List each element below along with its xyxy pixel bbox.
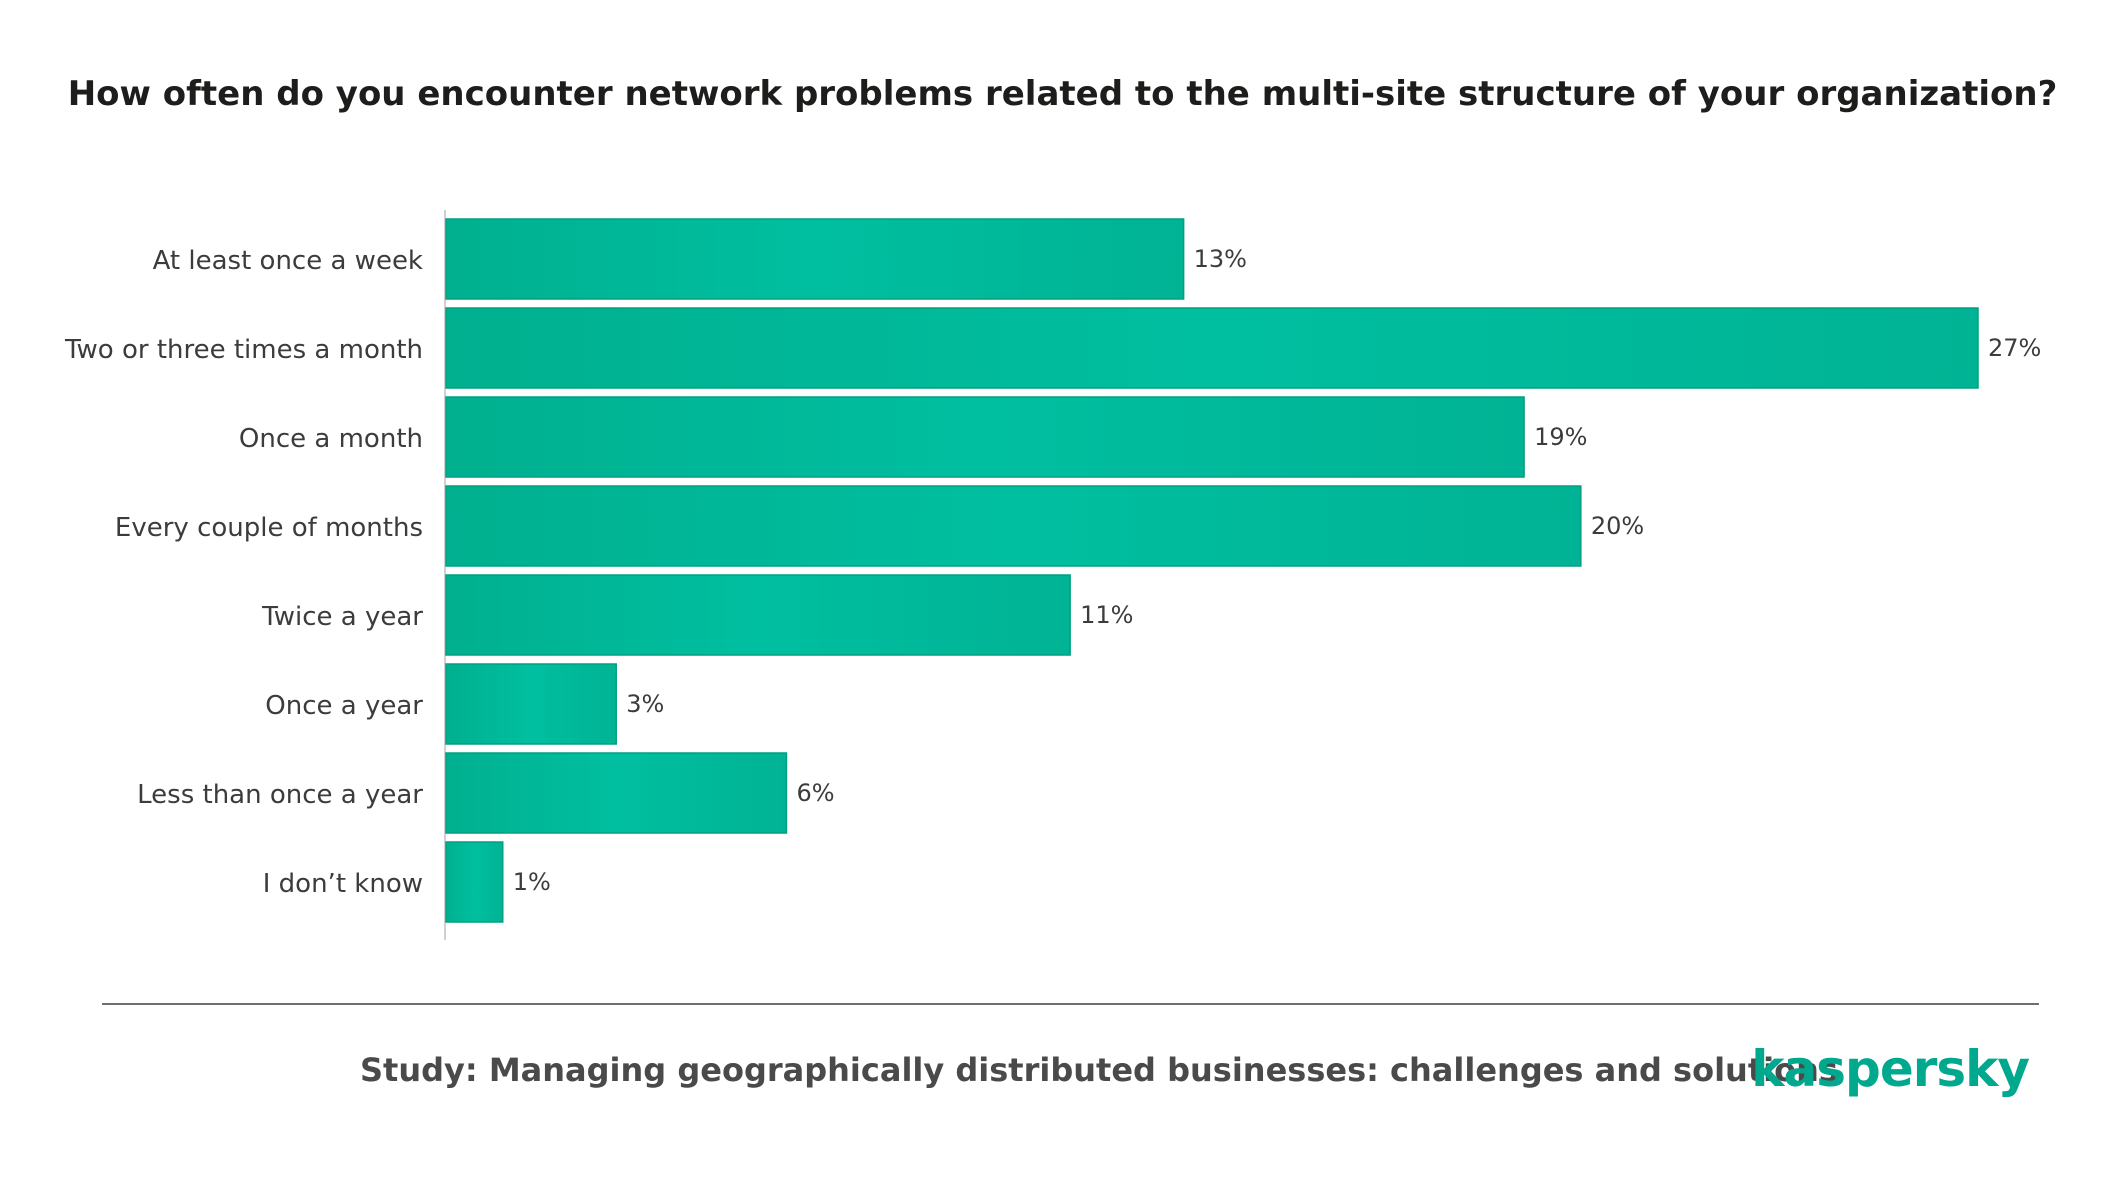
chart-title: How often do you encounter network probl… [67, 74, 2058, 114]
category-label-7: Less than once a year [137, 780, 423, 810]
bar-7 [445, 752, 788, 834]
value-label-2: 27% [1988, 334, 2041, 362]
category-label-5: Twice a year [261, 602, 423, 632]
category-label-1: At least once a week [153, 246, 423, 276]
category-label-2: Two or three times a month [64, 335, 423, 365]
category-label-4: Every couple of months [115, 513, 423, 543]
bar-8 [445, 841, 504, 923]
bar-3 [445, 396, 1525, 478]
value-label-6: 3% [626, 690, 664, 718]
value-label-8: 1% [513, 868, 551, 896]
study-title: Study: Managing geographically distribut… [360, 1051, 1838, 1089]
value-label-4: 20% [1591, 512, 1644, 540]
bar-4 [445, 485, 1582, 567]
value-label-1: 13% [1194, 245, 1247, 273]
bar-6 [445, 663, 617, 745]
value-label-5: 11% [1080, 601, 1133, 629]
footer-divider [102, 1003, 2039, 1005]
category-label-6: Once a year [265, 691, 423, 721]
category-label-8: I don’t know [263, 869, 423, 899]
bar-5 [445, 574, 1071, 656]
kaspersky-logo: kaspersky [1751, 1040, 2030, 1098]
value-label-7: 6% [796, 779, 834, 807]
bar-chart: At least once a week 13% Two or three time… [64, 210, 2041, 940]
value-label-3: 19% [1534, 423, 1587, 451]
bar-1 [445, 218, 1185, 300]
bar-2 [445, 307, 1979, 389]
category-label-3: Once a month [239, 424, 423, 454]
